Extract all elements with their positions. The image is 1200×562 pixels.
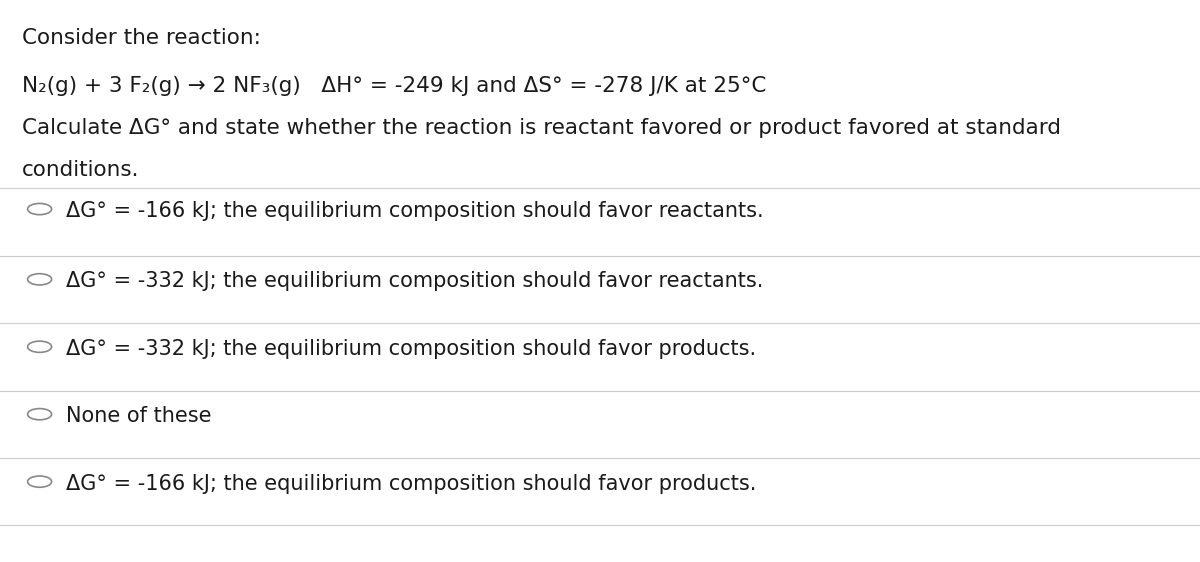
Text: N₂(g) + 3 F₂(g) → 2 NF₃(g)   ΔH° = -249 kJ and ΔS° = -278 J/K at 25°C: N₂(g) + 3 F₂(g) → 2 NF₃(g) ΔH° = -249 kJ… [22,76,766,96]
Text: ΔG° = -166 kJ; the equilibrium composition should favor reactants.: ΔG° = -166 kJ; the equilibrium compositi… [66,201,763,221]
Text: Calculate ΔG° and state whether the reaction is reactant favored or product favo: Calculate ΔG° and state whether the reac… [22,118,1061,138]
Text: Consider the reaction:: Consider the reaction: [22,28,260,48]
Text: ΔG° = -166 kJ; the equilibrium composition should favor products.: ΔG° = -166 kJ; the equilibrium compositi… [66,474,756,494]
Text: ΔG° = -332 kJ; the equilibrium composition should favor products.: ΔG° = -332 kJ; the equilibrium compositi… [66,339,756,359]
Text: ΔG° = -332 kJ; the equilibrium composition should favor reactants.: ΔG° = -332 kJ; the equilibrium compositi… [66,271,763,292]
Text: None of these: None of these [66,406,211,427]
Text: conditions.: conditions. [22,160,139,180]
